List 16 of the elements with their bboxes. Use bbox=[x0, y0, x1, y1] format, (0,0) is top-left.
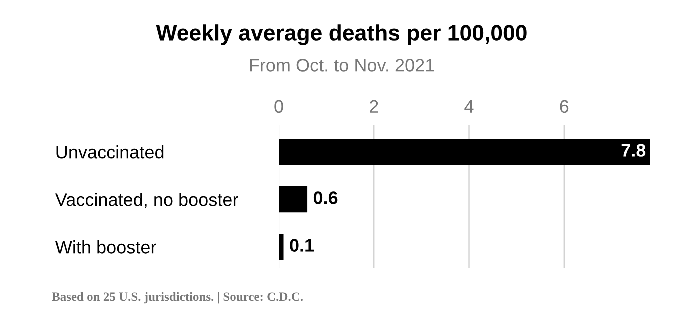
y-tick-label: Vaccinated, no booster bbox=[55, 193, 238, 208]
x-tick-label: 6 bbox=[560, 100, 569, 114]
bar bbox=[279, 186, 308, 213]
chart-title: Weekly average deaths per 100,000 bbox=[156, 24, 527, 46]
bar bbox=[279, 234, 284, 260]
data-label: 7.8 bbox=[622, 144, 646, 157]
text: Based on 25 U.S. jurisdictions. | Source: C.D.C. bbox=[52, 292, 303, 304]
x-tick-label: 4 bbox=[464, 100, 474, 113]
x-tick-label: 2 bbox=[370, 100, 378, 113]
data-label: 0.6 bbox=[314, 192, 338, 204]
data-label: 0.1 bbox=[290, 239, 314, 252]
bar bbox=[279, 139, 650, 166]
chart-subtitle: From Oct. to Nov. 2021 bbox=[250, 59, 434, 72]
x-tick-label: 0 bbox=[274, 100, 284, 114]
y-tick-label: With booster bbox=[55, 240, 156, 254]
y-tick-label: Unvaccinated bbox=[56, 146, 164, 159]
